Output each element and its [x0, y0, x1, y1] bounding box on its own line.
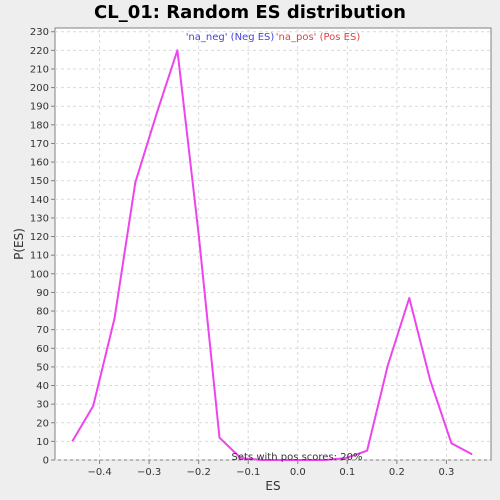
- y-tick-label: 200: [30, 83, 49, 94]
- grid: [55, 28, 491, 461]
- pos-scores-annotation: Sets with pos scores: 20%: [232, 452, 363, 463]
- y-tick-label: 100: [30, 269, 49, 280]
- y-tick-label: 170: [30, 139, 49, 150]
- y-tick-label: 70: [36, 325, 49, 336]
- legend-entry-neg: 'na_neg' (Neg ES): [186, 32, 275, 43]
- x-tick-label: 0.1: [339, 467, 355, 478]
- y-tick-label: 130: [30, 213, 49, 224]
- legend-entry-pos: 'na_pos' (Pos ES): [276, 32, 361, 43]
- x-tick-label: 0.2: [389, 467, 405, 478]
- y-tick-label: 20: [36, 418, 49, 429]
- y-tick-label: 40: [36, 381, 49, 392]
- x-tick-label: 0.3: [438, 467, 454, 478]
- es-distribution-line: [71, 49, 473, 461]
- y-tick-label: 210: [30, 64, 49, 75]
- series: [71, 49, 473, 461]
- y-tick-label: 0: [43, 456, 49, 467]
- x-axis-label: ES: [265, 479, 280, 493]
- y-tick-label: 10: [36, 437, 49, 448]
- y-tick-label: 110: [30, 251, 49, 262]
- y-tick-label: 80: [36, 307, 49, 318]
- x-tick-label: −0.1: [236, 467, 260, 478]
- x-tick-label: 0.0: [290, 467, 306, 478]
- y-tick-label: 190: [30, 102, 49, 113]
- x-tick-label: −0.4: [87, 467, 111, 478]
- y-tick-label: 60: [36, 344, 49, 355]
- plot-area: [54, 27, 492, 461]
- y-tick-label: 30: [36, 400, 49, 411]
- x-tick-label: −0.2: [187, 467, 211, 478]
- y-tick-label: 90: [36, 288, 49, 299]
- y-tick-label: 160: [30, 158, 49, 169]
- chart-title: CL_01: Random ES distribution: [94, 2, 406, 23]
- x-tick-label: −0.3: [137, 467, 161, 478]
- y-tick-label: 220: [30, 46, 49, 57]
- y-tick-label: 230: [30, 27, 49, 38]
- y-axis-label: P(ES): [12, 228, 26, 260]
- y-tick-label: 120: [30, 232, 49, 243]
- y-axis: 0 10 20 30 40 50 60 70 80 90 100 110 120 130 140 150 160…: [30, 27, 55, 467]
- y-tick-label: 140: [30, 195, 49, 206]
- y-tick-label: 150: [30, 176, 49, 187]
- x-axis: −0.4 −0.3 −0.2 −0.1 0.0 0.1 0.2 0.3: [87, 460, 454, 478]
- y-tick-label: 50: [36, 362, 49, 373]
- y-tick-label: 180: [30, 120, 49, 131]
